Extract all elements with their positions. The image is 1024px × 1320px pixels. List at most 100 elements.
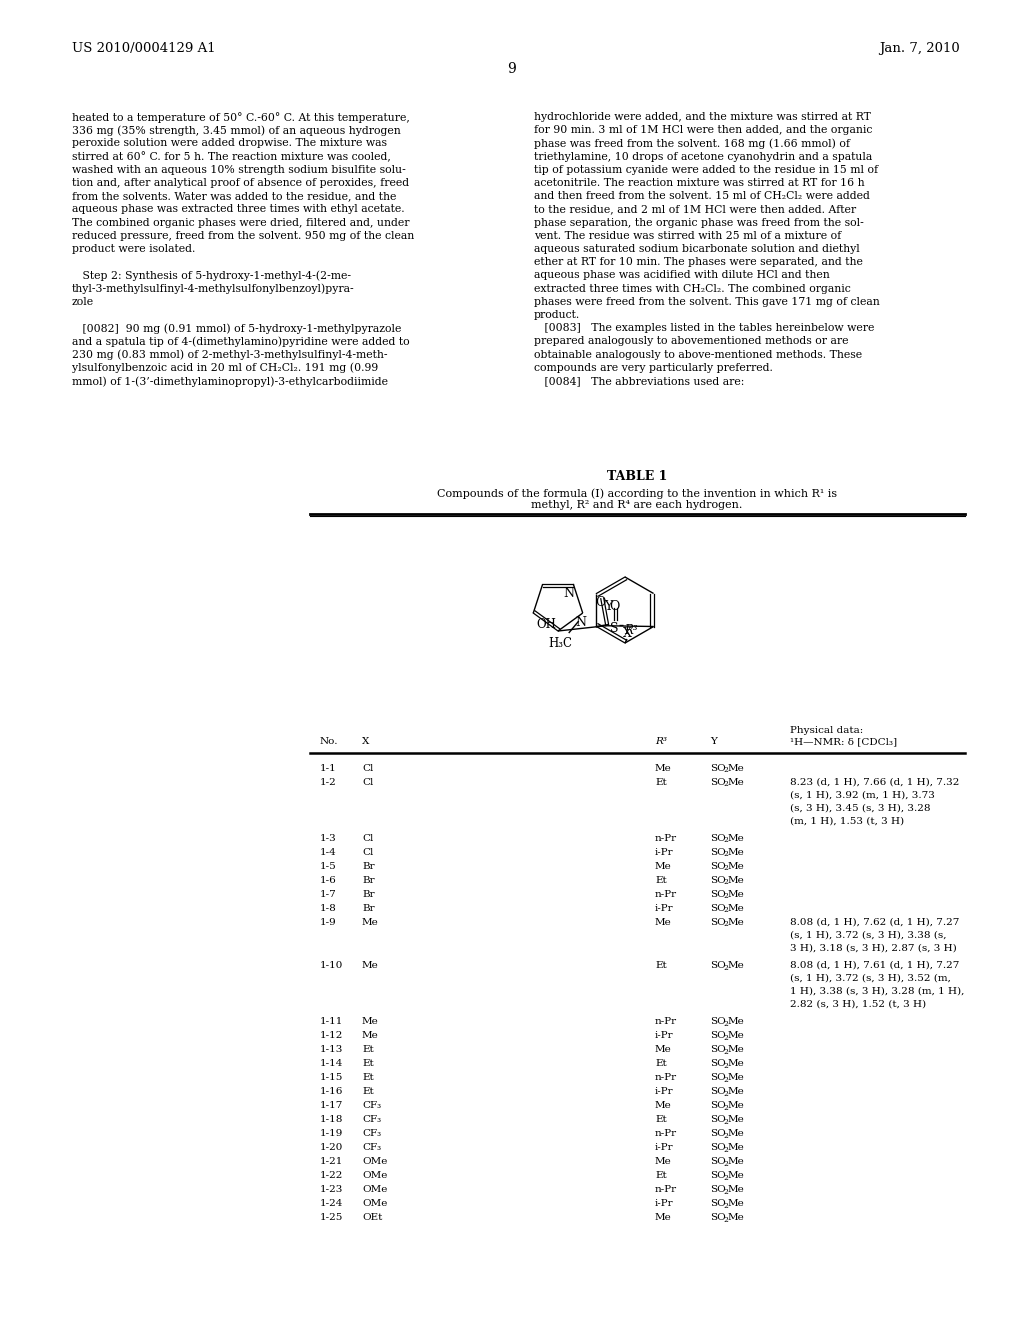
- Text: mmol) of 1-(3’-dimethylaminopropyl)-3-ethylcarbodiimide: mmol) of 1-(3’-dimethylaminopropyl)-3-et…: [72, 376, 388, 387]
- Text: [0082]  90 mg (0.91 mmol) of 5-hydroxy-1-methylpyrazole: [0082] 90 mg (0.91 mmol) of 5-hydroxy-1-…: [72, 323, 401, 334]
- Text: (s, 1 H), 3.72 (s, 3 H), 3.38 (s,: (s, 1 H), 3.72 (s, 3 H), 3.38 (s,: [790, 931, 946, 940]
- Text: vent. The residue was stirred with 25 ml of a mixture of: vent. The residue was stirred with 25 ml…: [534, 231, 842, 240]
- Text: extracted three times with CH₂Cl₂. The combined organic: extracted three times with CH₂Cl₂. The c…: [534, 284, 851, 293]
- Text: SO: SO: [710, 1016, 726, 1026]
- Text: n-Pr: n-Pr: [655, 1129, 677, 1138]
- Text: Me: Me: [728, 1045, 744, 1053]
- Text: 1-6: 1-6: [319, 876, 337, 884]
- Text: Et: Et: [655, 777, 667, 787]
- Text: 2: 2: [723, 907, 728, 915]
- Text: SO: SO: [710, 1158, 726, 1166]
- Text: n-Pr: n-Pr: [655, 834, 677, 843]
- Text: Y: Y: [604, 599, 612, 612]
- Text: SO: SO: [710, 862, 726, 871]
- Text: prepared analogously to abovementioned methods or are: prepared analogously to abovementioned m…: [534, 337, 849, 346]
- Text: SO: SO: [710, 917, 726, 927]
- Text: 2.82 (s, 3 H), 1.52 (t, 3 H): 2.82 (s, 3 H), 1.52 (t, 3 H): [790, 1001, 926, 1008]
- Text: Compounds of the formula (I) according to the invention in which R¹ is: Compounds of the formula (I) according t…: [437, 488, 837, 499]
- Text: 1-17: 1-17: [319, 1101, 343, 1110]
- Text: SO: SO: [710, 904, 726, 913]
- Text: 1-14: 1-14: [319, 1059, 343, 1068]
- Text: The combined organic phases were dried, filtered and, under: The combined organic phases were dried, …: [72, 218, 410, 227]
- Text: 2: 2: [723, 1159, 728, 1167]
- Text: 2: 2: [723, 850, 728, 858]
- Text: peroxide solution were added dropwise. The mixture was: peroxide solution were added dropwise. T…: [72, 139, 387, 148]
- Text: SO: SO: [710, 1031, 726, 1040]
- Text: heated to a temperature of 50° C.-60° C. At this temperature,: heated to a temperature of 50° C.-60° C.…: [72, 112, 410, 123]
- Text: CF₃: CF₃: [362, 1115, 381, 1125]
- Text: n-Pr: n-Pr: [655, 1073, 677, 1082]
- Text: product.: product.: [534, 310, 581, 319]
- Text: 2: 2: [723, 1201, 728, 1209]
- Text: Me: Me: [728, 1185, 744, 1195]
- Text: i-Pr: i-Pr: [655, 904, 674, 913]
- Text: 1-4: 1-4: [319, 847, 337, 857]
- Text: compounds are very particularly preferred.: compounds are very particularly preferre…: [534, 363, 773, 372]
- Text: Me: Me: [728, 1016, 744, 1026]
- Text: Cl: Cl: [362, 834, 374, 843]
- Text: washed with an aqueous 10% strength sodium bisulfite solu-: washed with an aqueous 10% strength sodi…: [72, 165, 406, 174]
- Text: ether at RT for 10 min. The phases were separated, and the: ether at RT for 10 min. The phases were …: [534, 257, 863, 267]
- Text: Me: Me: [728, 876, 744, 884]
- Text: Me: Me: [728, 1059, 744, 1068]
- Text: tip of potassium cyanide were added to the residue in 15 ml of: tip of potassium cyanide were added to t…: [534, 165, 879, 174]
- Text: triethylamine, 10 drops of acetone cyanohydrin and a spatula: triethylamine, 10 drops of acetone cyano…: [534, 152, 872, 161]
- Text: Me: Me: [728, 904, 744, 913]
- Text: phase separation, the organic phase was freed from the sol-: phase separation, the organic phase was …: [534, 218, 864, 227]
- Text: 1-9: 1-9: [319, 917, 337, 927]
- Text: (s, 3 H), 3.45 (s, 3 H), 3.28: (s, 3 H), 3.45 (s, 3 H), 3.28: [790, 804, 931, 813]
- Text: Me: Me: [728, 961, 744, 970]
- Text: 1-16: 1-16: [319, 1086, 343, 1096]
- Text: Me: Me: [728, 1031, 744, 1040]
- Text: 336 mg (35% strength, 3.45 mmol) of an aqueous hydrogen: 336 mg (35% strength, 3.45 mmol) of an a…: [72, 125, 400, 136]
- Text: Et: Et: [362, 1045, 374, 1053]
- Text: 230 mg (0.83 mmol) of 2-methyl-3-methylsulfinyl-4-meth-: 230 mg (0.83 mmol) of 2-methyl-3-methyls…: [72, 350, 387, 360]
- Text: SO: SO: [710, 1129, 726, 1138]
- Text: (m, 1 H), 1.53 (t, 3 H): (m, 1 H), 1.53 (t, 3 H): [790, 817, 904, 826]
- Text: stirred at 60° C. for 5 h. The reaction mixture was cooled,: stirred at 60° C. for 5 h. The reaction …: [72, 152, 391, 162]
- Text: Me: Me: [655, 1213, 672, 1222]
- Text: SO: SO: [710, 876, 726, 884]
- Text: 2: 2: [723, 767, 728, 775]
- Text: 1-13: 1-13: [319, 1045, 343, 1053]
- Text: SO: SO: [710, 1143, 726, 1152]
- Text: 2: 2: [723, 837, 728, 845]
- Text: ¹H—NMR: δ [CDCl₃]: ¹H—NMR: δ [CDCl₃]: [790, 737, 897, 746]
- Text: for 90 min. 3 ml of 1M HCl were then added, and the organic: for 90 min. 3 ml of 1M HCl were then add…: [534, 125, 872, 135]
- Text: 1-10: 1-10: [319, 961, 343, 970]
- Text: 8.23 (d, 1 H), 7.66 (d, 1 H), 7.32: 8.23 (d, 1 H), 7.66 (d, 1 H), 7.32: [790, 777, 959, 787]
- Text: Me: Me: [655, 1045, 672, 1053]
- Text: 1-7: 1-7: [319, 890, 337, 899]
- Text: 1 H), 3.38 (s, 3 H), 3.28 (m, 1 H),: 1 H), 3.38 (s, 3 H), 3.28 (m, 1 H),: [790, 987, 965, 997]
- Text: i-Pr: i-Pr: [655, 1086, 674, 1096]
- Text: Me: Me: [655, 764, 672, 774]
- Text: SO: SO: [710, 1045, 726, 1053]
- Text: 2: 2: [723, 1061, 728, 1069]
- Text: 1-20: 1-20: [319, 1143, 343, 1152]
- Text: SO: SO: [710, 764, 726, 774]
- Text: SO: SO: [710, 1213, 726, 1222]
- Text: 2: 2: [723, 892, 728, 900]
- Text: SO: SO: [710, 847, 726, 857]
- Text: 1-22: 1-22: [319, 1171, 343, 1180]
- Text: TABLE 1: TABLE 1: [607, 470, 668, 483]
- Text: No.: No.: [319, 737, 339, 746]
- Text: Et: Et: [362, 1086, 374, 1096]
- Text: CF₃: CF₃: [362, 1143, 381, 1152]
- Text: SO: SO: [710, 1059, 726, 1068]
- Text: CF₃: CF₃: [362, 1101, 381, 1110]
- Text: 2: 2: [723, 1019, 728, 1027]
- Text: Me: Me: [728, 1115, 744, 1125]
- Text: N: N: [564, 587, 574, 601]
- Text: Cl: Cl: [362, 764, 374, 774]
- Text: Me: Me: [362, 1031, 379, 1040]
- Text: methyl, R² and R⁴ are each hydrogen.: methyl, R² and R⁴ are each hydrogen.: [531, 500, 742, 510]
- Text: ylsulfonylbenzoic acid in 20 ml of CH₂Cl₂. 191 mg (0.99: ylsulfonylbenzoic acid in 20 ml of CH₂Cl…: [72, 363, 378, 374]
- Text: O: O: [596, 595, 606, 609]
- Text: Me: Me: [728, 1171, 744, 1180]
- Text: Me: Me: [362, 961, 379, 970]
- Text: Me: Me: [728, 1199, 744, 1208]
- Text: aqueous phase was acidified with dilute HCl and then: aqueous phase was acidified with dilute …: [534, 271, 829, 280]
- Text: 1-19: 1-19: [319, 1129, 343, 1138]
- Text: X: X: [623, 627, 632, 640]
